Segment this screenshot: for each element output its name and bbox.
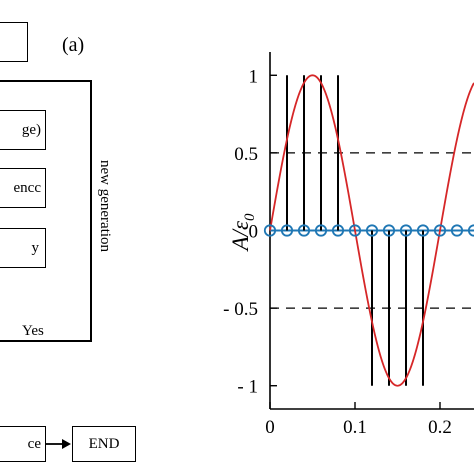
flow-step-top: [0, 22, 28, 62]
flow-step-3: y: [0, 228, 46, 268]
marker-4: [331, 224, 345, 237]
marker-3: [314, 224, 328, 237]
marker-7: [382, 224, 396, 237]
marker-0: [263, 224, 277, 237]
loop-label: new generation: [97, 160, 113, 253]
panel-label-a: (a): [62, 34, 85, 56]
y-tick-label-0: 1: [249, 66, 259, 87]
flow-step-bottom-left-label: ce: [27, 435, 41, 452]
marker-2: [297, 224, 311, 237]
y-axis-label-main: A/ε: [228, 220, 253, 252]
marker-5: [348, 224, 362, 237]
y-tick-label-1: 0.5: [234, 144, 258, 165]
flow-step-2-label: encc: [13, 179, 41, 196]
yes-label: Yes: [22, 323, 44, 339]
marker-11: [450, 224, 464, 237]
marker-9: [416, 224, 430, 237]
y-tick-label-2: 0: [249, 222, 259, 243]
flow-arrow-head: [62, 439, 71, 449]
y-tick-label-3: - 0.5: [223, 299, 258, 320]
y-axis-label-text: A/ε0: [228, 213, 258, 253]
flow-step-1-label: ge): [21, 121, 41, 138]
marker-8: [399, 224, 413, 237]
flow-step-bottom-left: ce: [0, 426, 46, 462]
flow-end-box: END: [72, 426, 136, 462]
marker-1: [280, 224, 294, 237]
y-tick-label-4: - 1: [237, 377, 258, 398]
sine-curve: [269, 74, 474, 387]
x-tick-label-1: 0.1: [343, 417, 367, 438]
flow-step-2: encc: [0, 168, 46, 208]
x-tick-label-0: 0: [265, 417, 275, 438]
flow-step-3-label: y: [31, 239, 40, 256]
flow-step-1: ge): [0, 110, 46, 150]
flow-end-label: END: [88, 435, 120, 452]
marker-10: [433, 224, 447, 237]
marker-6: [365, 224, 379, 237]
y-axis-label: A/ε0: [228, 213, 258, 253]
y-axis-label-subscript: 0: [242, 213, 258, 221]
x-tick-label-2: 0.2: [428, 417, 452, 438]
